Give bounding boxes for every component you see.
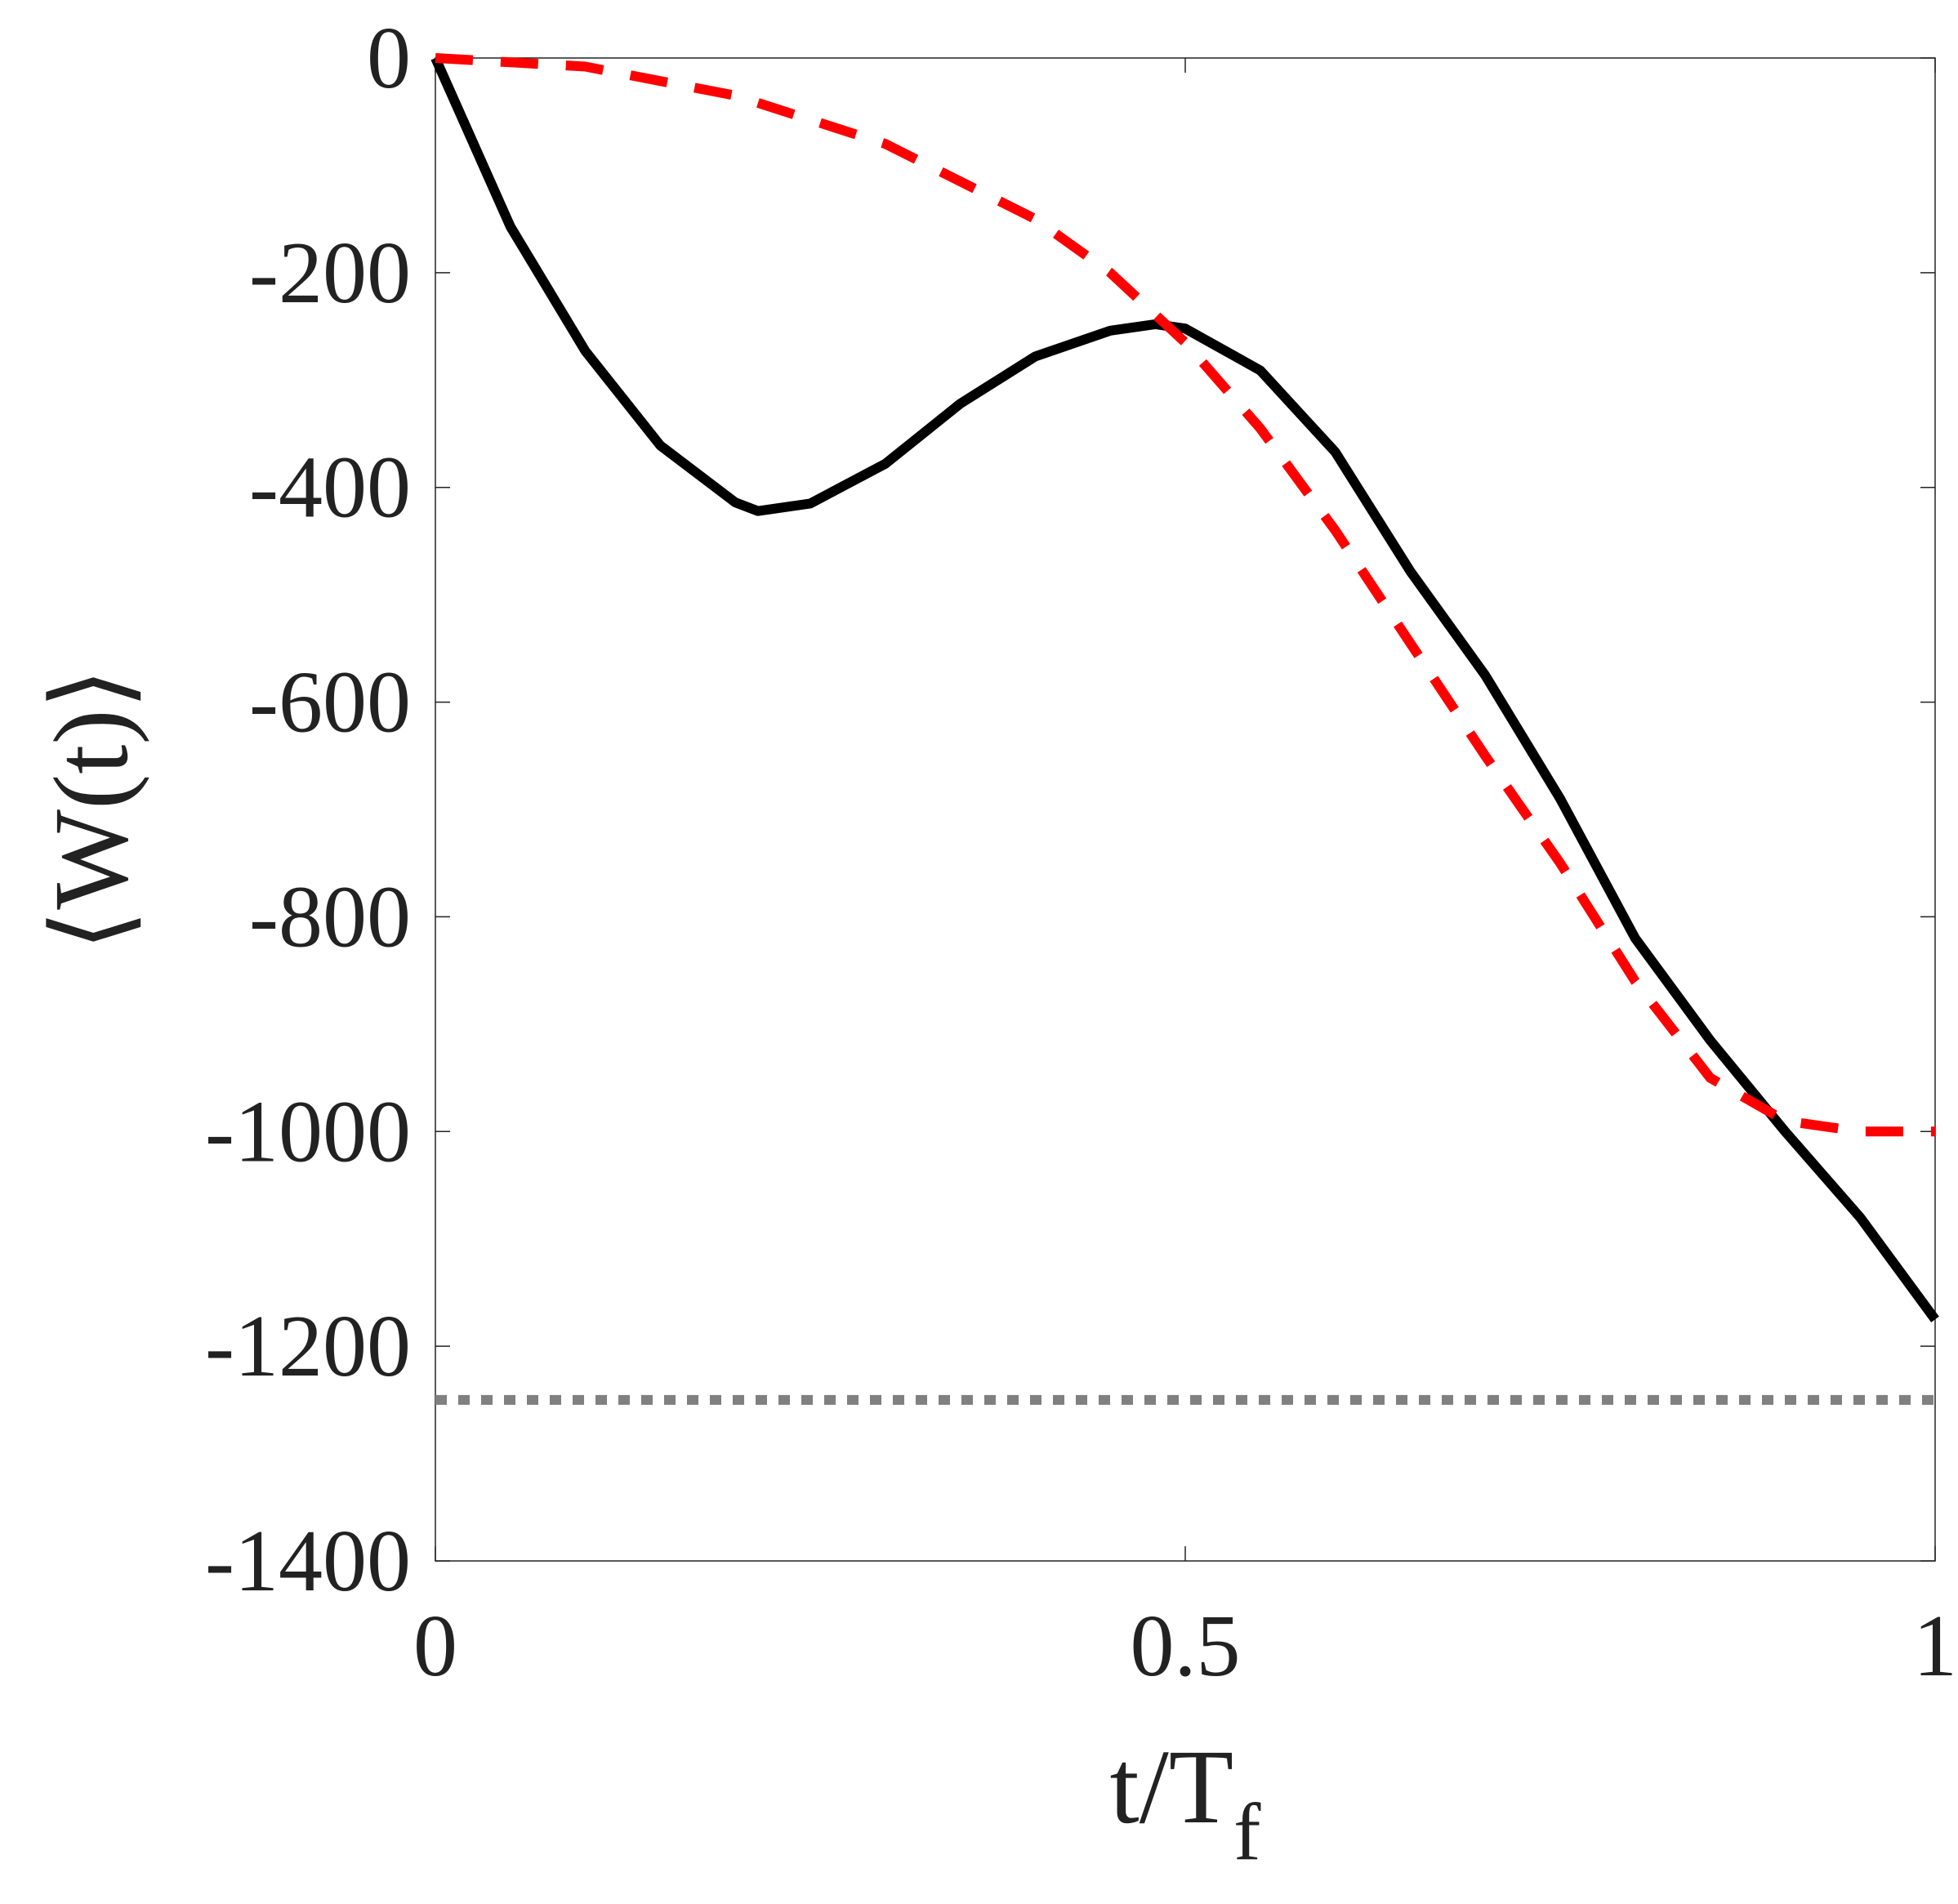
- x-tick-label: 1: [1913, 1598, 1957, 1695]
- plot-frame: [435, 57, 1936, 1562]
- x-axis-label-subscript: f: [1233, 1786, 1261, 1877]
- series-line: [430, 56, 1939, 1322]
- y-tick-label: -1000: [205, 1083, 411, 1180]
- y-tick-label: 0: [367, 10, 411, 107]
- y-tick-label: -1400: [205, 1513, 411, 1610]
- x-axis-label-main: t/T: [1110, 1728, 1234, 1846]
- y-tick-label: -400: [249, 439, 411, 537]
- x-tick-label: 0: [413, 1598, 457, 1695]
- y-tick-label: -200: [249, 225, 411, 322]
- y-tick-label: -800: [249, 868, 411, 965]
- y-tick-label: -1200: [205, 1298, 411, 1395]
- y-tick-label: -600: [249, 654, 411, 751]
- x-axis-label: t/Tf: [1110, 1728, 1262, 1877]
- series-line: [435, 53, 1935, 1137]
- y-axis-label: ⟨W(t)⟩: [33, 668, 150, 952]
- x-tick-label: 0.5: [1131, 1598, 1241, 1695]
